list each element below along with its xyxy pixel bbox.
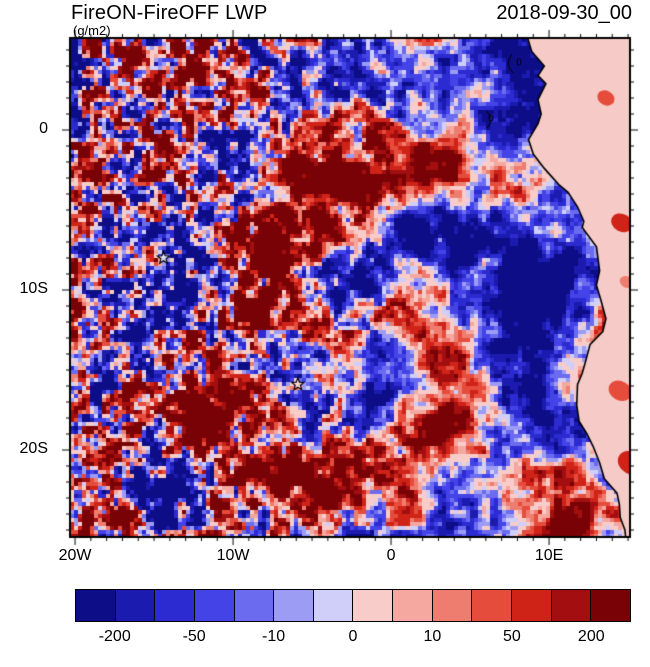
x-axis-tick-label: 10E <box>534 547 564 564</box>
y-axis-tick-label: 20S <box>19 440 48 457</box>
colorbar: -200 -50 -10 0 10 50 200 <box>75 589 631 645</box>
colorbar-cell <box>155 590 194 621</box>
y-axis-tick-label: 0 <box>39 120 48 137</box>
colorbar-tick-label: 200 <box>577 628 605 645</box>
map-canvas <box>0 0 650 580</box>
colorbar-cell <box>393 590 432 621</box>
colorbar-tick-label: -200 <box>98 628 131 645</box>
colorbar-tick-label: 0 <box>348 628 358 645</box>
colorbar-cell <box>234 590 274 621</box>
x-axis-tick-label: 10W <box>216 547 250 564</box>
colorbar-cell <box>432 590 472 621</box>
colorbar-cell <box>472 590 512 621</box>
colorbar-cell <box>76 590 115 621</box>
colorbar-cell <box>353 590 393 621</box>
timestamp-label: 2018-09-30_00 <box>496 2 632 24</box>
contour-zero-label: 0 <box>488 113 494 125</box>
colorbar-tick-label: 50 <box>502 628 521 645</box>
contour-zero-label: 0 <box>516 57 522 69</box>
colorbar-cell <box>313 590 353 621</box>
colorbar-tick-label: 10 <box>423 628 442 645</box>
colorbar-cell <box>115 590 155 621</box>
units-label: (g/m2) <box>73 23 111 38</box>
colorbar-cell <box>591 590 630 621</box>
colorbar-cells <box>75 589 631 622</box>
colorbar-cell <box>512 590 551 621</box>
colorbar-cell <box>194 590 234 621</box>
y-axis-tick-label: 10S <box>19 280 48 297</box>
x-axis-tick-label: 20W <box>58 547 92 564</box>
figure-title: FireON-FireOFF LWP <box>71 2 268 24</box>
colorbar-tick-label: -50 <box>182 628 206 645</box>
x-axis-tick-label: 0 <box>386 547 396 564</box>
colorbar-tick-label: -10 <box>262 628 286 645</box>
colorbar-cell <box>274 590 313 621</box>
colorbar-cell <box>551 590 591 621</box>
